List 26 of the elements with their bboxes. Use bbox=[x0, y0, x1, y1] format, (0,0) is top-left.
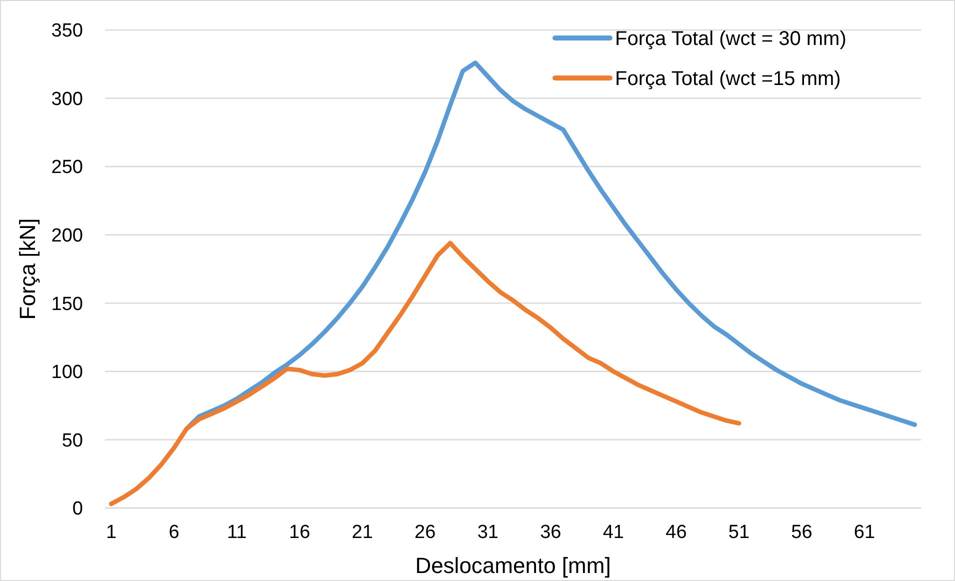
x-tick-label: 1 bbox=[106, 522, 117, 543]
x-tick-label: 41 bbox=[602, 522, 624, 543]
y-tick-label: 150 bbox=[51, 294, 83, 315]
y-axis-title: Força [kN] bbox=[15, 218, 40, 320]
x-tick-label: 56 bbox=[791, 522, 812, 543]
x-tick-label: 6 bbox=[168, 522, 180, 543]
x-tick-label: 16 bbox=[289, 522, 310, 543]
x-tick-label: 61 bbox=[854, 522, 876, 543]
y-tick-label: 50 bbox=[62, 430, 83, 452]
x-tick-label: 11 bbox=[226, 522, 247, 543]
x-tick-label: 21 bbox=[352, 522, 373, 543]
legend-label: Força Total (wct = 30 mm) bbox=[615, 28, 846, 50]
x-tick-label: 36 bbox=[540, 522, 562, 543]
legend-label: Força Total (wct =15 mm) bbox=[615, 68, 841, 90]
x-tick-label: 31 bbox=[477, 522, 498, 543]
y-tick-label: 200 bbox=[51, 226, 83, 247]
y-tick-label: 100 bbox=[51, 362, 83, 384]
y-tick-label: 250 bbox=[51, 157, 83, 178]
y-tick-label: 0 bbox=[72, 498, 83, 520]
x-tick-label: 26 bbox=[414, 522, 436, 543]
line-series bbox=[109, 240, 742, 506]
y-tick-label: 350 bbox=[51, 20, 83, 42]
x-axis-title: Deslocamento [mm] bbox=[415, 553, 611, 578]
x-tick-label: 46 bbox=[666, 522, 687, 543]
y-tick-label: 300 bbox=[51, 88, 83, 110]
x-tick-label: 51 bbox=[728, 522, 750, 543]
